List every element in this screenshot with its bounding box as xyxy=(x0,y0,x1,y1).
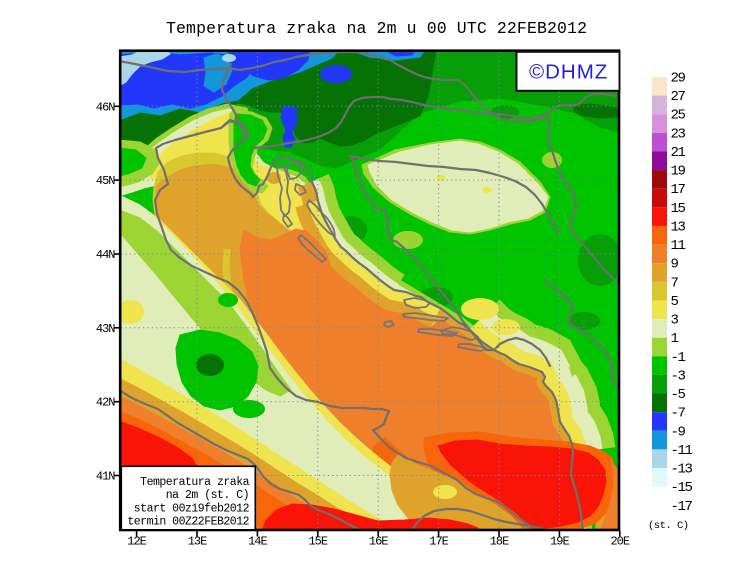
svg-text:Temperatura zraka na 2m u 00 U: Temperatura zraka na 2m u 00 UTC 22FEB20… xyxy=(166,19,587,38)
svg-text:20E: 20E xyxy=(610,535,629,549)
svg-text:11: 11 xyxy=(671,238,686,254)
svg-text:5: 5 xyxy=(671,294,679,310)
svg-text:9: 9 xyxy=(671,257,679,273)
svg-text:44N: 44N xyxy=(96,248,115,262)
svg-text:15E: 15E xyxy=(308,535,327,549)
svg-text:29: 29 xyxy=(671,71,686,87)
svg-text:1: 1 xyxy=(671,331,679,347)
svg-text:17: 17 xyxy=(671,182,686,198)
svg-text:3: 3 xyxy=(671,313,679,329)
svg-text:©DHMZ: ©DHMZ xyxy=(529,61,608,84)
svg-text:-13: -13 xyxy=(671,462,693,478)
svg-text:14E: 14E xyxy=(248,535,267,549)
svg-text:23: 23 xyxy=(671,126,686,142)
svg-text:12E: 12E xyxy=(127,535,146,549)
svg-text:termin 00Z22FEB2012: termin 00Z22FEB2012 xyxy=(127,516,249,529)
svg-text:-7: -7 xyxy=(671,406,686,422)
svg-text:-17: -17 xyxy=(671,499,693,515)
svg-text:-9: -9 xyxy=(671,424,686,440)
svg-text:13: 13 xyxy=(671,219,686,235)
svg-text:45N: 45N xyxy=(96,174,115,188)
svg-text:-5: -5 xyxy=(671,387,686,403)
svg-text:Temperatura zraka: Temperatura zraka xyxy=(140,476,249,489)
svg-text:-1: -1 xyxy=(671,350,686,366)
svg-text:25: 25 xyxy=(671,108,686,124)
svg-text:16E: 16E xyxy=(369,535,388,549)
svg-text:7: 7 xyxy=(671,275,679,291)
svg-text:-3: -3 xyxy=(671,368,686,384)
svg-text:15: 15 xyxy=(671,201,686,217)
svg-text:13E: 13E xyxy=(188,535,207,549)
svg-text:18E: 18E xyxy=(490,535,509,549)
svg-text:-11: -11 xyxy=(671,443,693,459)
svg-text:41N: 41N xyxy=(96,470,115,484)
svg-text:17E: 17E xyxy=(429,535,448,549)
svg-text:21: 21 xyxy=(671,145,686,161)
svg-text:43N: 43N xyxy=(96,322,115,336)
svg-text:-15: -15 xyxy=(671,480,693,496)
svg-text:27: 27 xyxy=(671,89,686,105)
svg-text:46N: 46N xyxy=(96,100,115,114)
svg-text:(st. C): (st. C) xyxy=(648,520,689,532)
svg-text:42N: 42N xyxy=(96,396,115,410)
svg-text:19E: 19E xyxy=(550,535,569,549)
svg-text:19: 19 xyxy=(671,164,686,180)
svg-text:start 00z19feb2012: start 00z19feb2012 xyxy=(134,502,250,515)
svg-text:na 2m (st. C): na 2m (st. C) xyxy=(166,489,249,502)
